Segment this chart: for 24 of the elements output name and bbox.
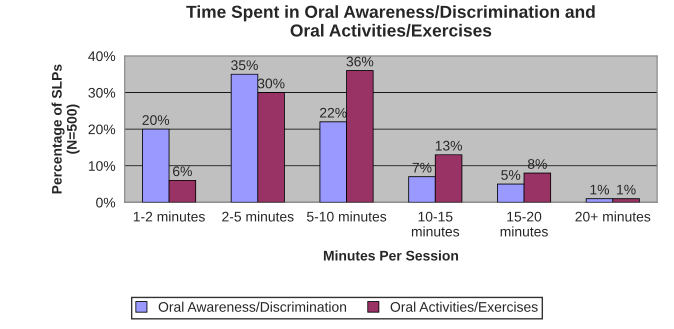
- x-tick-label: 10-15 minutes: [412, 212, 460, 237]
- x-tick-label: 20+ minutes: [575, 211, 650, 222]
- data-label: 5%: [501, 170, 520, 180]
- data-label: 1%: [617, 184, 636, 194]
- y-tick-label: 20%: [88, 124, 116, 134]
- data-label: 20%: [142, 115, 170, 125]
- legend-label: Oral Awareness/Discrimination: [158, 302, 346, 312]
- y-tick-label: 10%: [88, 161, 116, 171]
- x-tick-label: 5-10 minutes: [306, 211, 386, 222]
- x-tick-label: 2-5 minutes: [222, 211, 294, 222]
- data-label: 1%: [590, 184, 610, 194]
- x-tick-label: 1-2 minutes: [134, 211, 205, 222]
- legend-label: Oral Activities/Exercises: [390, 302, 538, 312]
- data-label: 36%: [346, 56, 374, 66]
- data-label: 13%: [436, 140, 462, 151]
- x-axis-title: Minutes Per Session: [324, 250, 458, 261]
- y-tick-label: 0%: [96, 198, 116, 208]
- data-label: 6%: [173, 166, 192, 176]
- x-tick-label: 15-20 minutes: [500, 212, 548, 237]
- data-label: 35%: [231, 60, 258, 70]
- y-axis-title: Percentage of SLPs (N=500): [52, 64, 80, 194]
- y-tick-label: 30%: [88, 88, 116, 98]
- y-tick-label: 40%: [88, 51, 116, 62]
- chart-title: Time Spent in Oral Awareness/Discrimination and Oral Activities/Exercises: [186, 5, 595, 37]
